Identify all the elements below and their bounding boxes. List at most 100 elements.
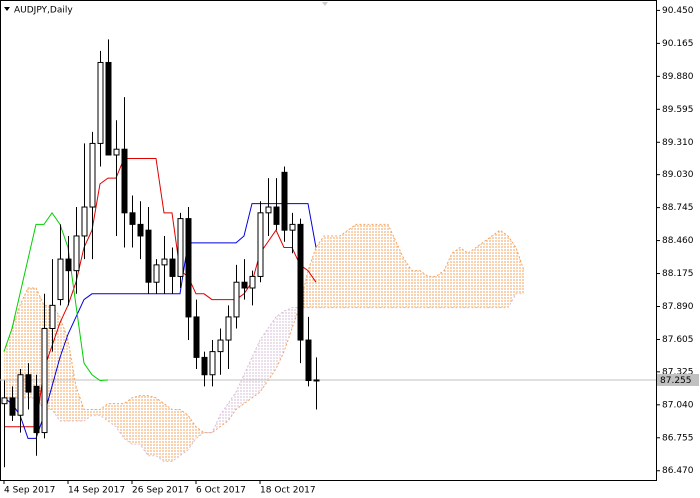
candle-body [89,142,96,208]
cloud-segment [500,230,508,308]
candle-body [41,327,48,434]
y-tick-label: 87.325 [662,367,694,377]
cloud-segment [244,357,252,404]
candle-body [81,206,88,237]
cloud-segment [172,409,180,462]
candle-body [281,171,288,231]
candle-body [33,385,40,434]
cloud-segment [268,316,276,381]
candle-body [273,206,280,225]
cloud-segment [148,395,156,456]
candle-body [9,397,16,416]
cloud-segment [444,253,452,308]
candle-body [57,258,64,301]
candle-body [121,148,128,214]
cloud-segment [252,340,260,398]
cloud-segment [332,235,340,308]
shift-marker [322,2,328,6]
y-tick-label: 87.890 [662,302,694,312]
candle-body [1,397,8,405]
candle-body [305,339,312,382]
candle-body [73,235,80,272]
cloud-segment [276,311,284,369]
y-tick-label: 88.460 [662,236,694,246]
candle-body [217,339,224,353]
cloud-segment [324,235,332,308]
cloud-segment [140,395,148,456]
cloud-segment [316,235,324,308]
cloud-segment [436,270,444,308]
y-tick-label: 87.040 [662,400,694,410]
y-tick-label: 88.175 [662,269,694,279]
candle-body [225,316,232,341]
indicator-line [3,211,109,382]
span-a-line [3,223,525,434]
candle-body [241,281,248,289]
x-tick-label: 6 Oct 2017 [196,486,246,496]
y-tick-label: 89.880 [662,72,694,82]
candle-body [233,281,240,318]
candle-body [169,258,176,277]
candle-body [185,218,192,318]
candle-body [113,148,120,156]
chart-title: AUDJPY,Daily [14,6,73,16]
cloud-segment [340,230,348,308]
candle-body [145,229,152,283]
cloud-segment [20,288,28,398]
cloud-segment [196,426,204,439]
cloud-segment [420,270,428,308]
candle-body [209,351,216,376]
cloud-segment [132,395,140,445]
indicator-line [4,157,317,428]
candle-body [289,223,296,231]
x-tick-label: 4 Sep 2017 [4,486,55,496]
y-tick-label: 88.745 [662,203,694,213]
cloud-segment [516,247,524,294]
cloud-segment [492,230,500,308]
cloud-segment [260,328,268,393]
cloud-segment [116,403,124,439]
candle-body [265,206,272,214]
cloud-segment [476,241,484,308]
candle-body [297,223,304,341]
cloud-segment [76,386,84,422]
x-tick-label: 18 Oct 2017 [260,486,316,496]
candle-body [313,379,320,382]
candle-body [97,61,104,144]
cloud-segment [28,288,36,398]
cloud-segment [124,397,132,445]
y-tick-label: 87.605 [662,335,694,345]
cloud-segment [108,403,116,427]
y-tick-label: 90.450 [662,6,694,16]
cloud-segment [212,415,220,433]
y-tick-label: 86.470 [662,466,694,476]
last-price-label: 87.255 [660,376,692,386]
cloud-segment [404,259,412,308]
candle-body [129,212,136,225]
cloud-segment [4,328,12,398]
candle-body [249,275,256,289]
y-tick-label: 89.595 [662,105,694,115]
candle-body [65,258,72,272]
cloud-segment [68,340,76,422]
candle-body [25,374,32,393]
cloud-segment [380,224,388,308]
cloud-segment [364,224,372,308]
candle-body [153,264,160,283]
cloud-segment [388,224,396,308]
cloud-segment [156,397,164,462]
cloud-segment [236,374,244,410]
cloud-segment [228,392,236,422]
candle-body [105,61,112,156]
candle-body [49,304,56,329]
y-tick-label: 89.310 [662,138,694,148]
cloud-segment [428,276,436,308]
cloud-segment [52,305,60,422]
cloud-segment [92,409,100,416]
candle-body [257,212,264,277]
last-price-box [657,373,699,386]
cloud-segment [468,247,476,308]
cloud-segment [100,403,108,422]
cloud-segment [412,270,420,308]
